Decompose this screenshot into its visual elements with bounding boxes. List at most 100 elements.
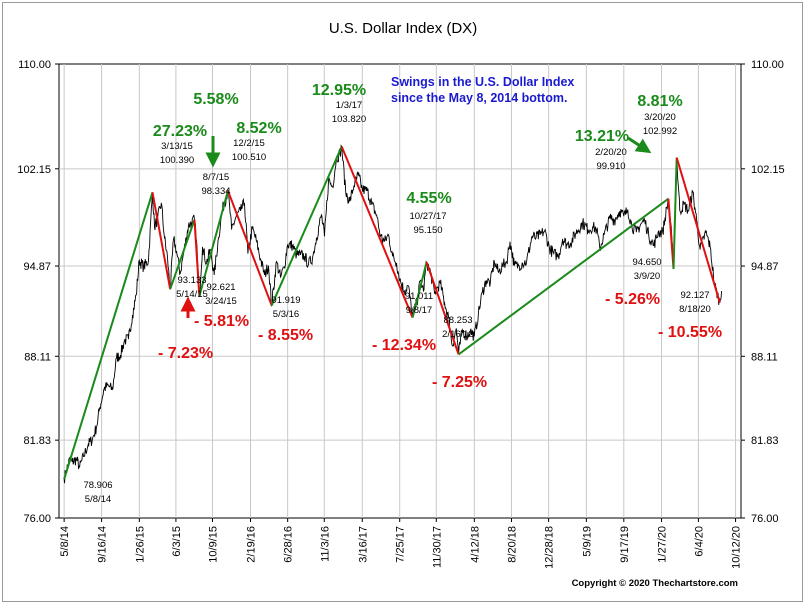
point-label-date: 1/3/17 xyxy=(336,100,362,111)
swing-loss-label: - 7.25% xyxy=(432,374,487,391)
y-axis-left: 76.00 81.83 88.11 94.87 102.15 110.00 xyxy=(17,59,51,525)
chart-title: U.S. Dollar Index (DX) xyxy=(329,20,477,37)
swing-line-up xyxy=(63,192,154,480)
point-label-date: 8/18/20 xyxy=(679,304,711,315)
swing-loss-label: - 12.34% xyxy=(372,337,436,354)
swing-line-up xyxy=(169,219,196,290)
y-tick-label: 110.00 xyxy=(18,59,51,71)
point-label-date: 5/3/16 xyxy=(273,309,299,320)
grid xyxy=(55,63,745,522)
y-axis-right: 76.00 81.83 88.11 94.87 102.15 110.00 xyxy=(751,59,785,525)
point-label-date: 3/13/15 xyxy=(161,141,193,152)
point-label-date: 10/27/17 xyxy=(410,211,447,222)
swing-line-down xyxy=(226,190,273,306)
point-label-value: 88.253 xyxy=(443,315,472,326)
point-label-date: 8/7/15 xyxy=(203,172,229,183)
point-label-value: 102.992 xyxy=(643,126,677,137)
x-axis: 5/8/14 9/16/14 1/26/15 6/3/15 10/9/15 2/… xyxy=(59,526,742,569)
y-tick-label: 81.83 xyxy=(23,435,51,447)
x-tick-label: 4/12/18 xyxy=(469,526,481,563)
swing-gain-label: 13.21% xyxy=(575,128,629,145)
x-tick-label: 6/28/16 xyxy=(283,526,295,563)
swing-line-down xyxy=(151,192,172,290)
point-label-value: 91.011 xyxy=(405,291,433,302)
point-label-value: 99.910 xyxy=(596,161,625,172)
point-label-date: 3/24/15 xyxy=(205,296,237,307)
swing-gain-label: 5.58% xyxy=(193,91,238,108)
x-tick-label: 12/28/18 xyxy=(544,526,556,569)
swing-gain-label: 4.55% xyxy=(406,190,451,207)
point-label-date: 2/20/20 xyxy=(595,147,627,158)
swing-loss-label: - 10.55% xyxy=(658,324,722,341)
y-tick-label-right: 102.15 xyxy=(751,164,785,176)
right-arrow-icon xyxy=(627,136,652,154)
x-tick-label: 3/16/17 xyxy=(357,526,369,563)
copyright: Copyright © 2020 Thechartstore.com xyxy=(572,578,738,589)
point-label-value: 93.133 xyxy=(177,275,206,286)
swing-gain-label: 12.95% xyxy=(312,82,366,99)
y-tick-label: 88.11 xyxy=(24,351,51,363)
chart-note-line-1: Swings in the U.S. Dollar Index xyxy=(391,75,574,89)
swing-line-up xyxy=(672,157,678,269)
x-tick-label: 1/27/20 xyxy=(657,526,669,563)
point-label-value: 91.919 xyxy=(271,295,300,306)
x-tick-label: 5/9/19 xyxy=(581,526,593,557)
price-line xyxy=(63,144,723,484)
y-tick-label-right: 94.87 xyxy=(751,261,779,273)
swing-line-up xyxy=(270,146,343,306)
swing-lines xyxy=(63,146,721,480)
point-label-value: 94.650 xyxy=(632,257,661,268)
swing-line-down xyxy=(340,146,414,318)
y-tick-label-right: 76.00 xyxy=(751,513,779,525)
swing-labels: 27.23% 5.58% 8.52% 12.95% 4.55% 13.21% 8… xyxy=(153,82,722,391)
chart-note-line-2: since the May 8, 2014 bottom. xyxy=(391,91,567,105)
x-tick-label: 8/20/18 xyxy=(506,526,518,563)
point-label-value: 100.390 xyxy=(160,155,194,166)
y-tick-label-right: 81.83 xyxy=(751,435,779,447)
price-series xyxy=(63,144,723,484)
point-label-value: 95.150 xyxy=(413,225,442,236)
y-tick-label-right: 88.11 xyxy=(751,351,778,363)
point-label-value: 92.621 xyxy=(206,282,235,293)
swing-line-down xyxy=(193,219,201,297)
x-tick-label: 5/8/14 xyxy=(59,526,71,557)
swing-loss-label: - 8.55% xyxy=(258,327,313,344)
point-label-date: 3/20/20 xyxy=(644,112,676,123)
point-label-value: 103.820 xyxy=(332,114,366,125)
swing-gain-label: 8.52% xyxy=(236,120,281,137)
x-tick-label: 11/30/17 xyxy=(431,526,443,568)
swing-line-down xyxy=(667,198,675,270)
x-tick-label: 9/16/14 xyxy=(97,526,109,563)
point-label-date: 5/8/14 xyxy=(85,494,111,505)
point-label-value: 78.906 xyxy=(83,480,112,491)
x-tick-label: 10/12/20 xyxy=(731,526,743,569)
point-label-date: 2/16/18 xyxy=(442,329,474,340)
x-tick-label: 6/3/15 xyxy=(171,526,183,557)
point-label-date: 3/9/20 xyxy=(634,271,660,282)
y-tick-label: 102.15 xyxy=(17,164,51,176)
point-label-value: 92.127 xyxy=(680,290,709,301)
swing-line-down xyxy=(675,157,721,303)
swing-line-up xyxy=(411,262,428,318)
swing-line-up xyxy=(198,190,229,297)
swing-gain-label: 27.23% xyxy=(153,123,207,140)
point-label-date: 12/2/15 xyxy=(233,138,265,149)
point-labels: 78.906 5/8/14 3/13/15 100.390 93.133 5/1… xyxy=(83,100,710,505)
y-tick-label: 94.87 xyxy=(23,261,51,273)
point-label-value: 98.334 xyxy=(201,186,230,197)
point-label-date: 9/8/17 xyxy=(406,305,432,316)
swing-line-up xyxy=(458,197,669,356)
swing-loss-label: - 5.81% xyxy=(194,313,249,330)
swing-loss-label: - 7.23% xyxy=(158,345,213,362)
swing-line-down xyxy=(425,261,460,355)
point-label-value: 100.510 xyxy=(232,152,266,163)
x-tick-label: 1/26/15 xyxy=(134,526,146,563)
x-tick-label: 11/3/16 xyxy=(319,526,331,562)
x-tick-label: 7/25/17 xyxy=(395,526,407,563)
x-tick-label: 6/4/20 xyxy=(693,526,705,557)
x-tick-label: 10/9/15 xyxy=(207,526,219,563)
y-tick-label-right: 110.00 xyxy=(751,59,784,71)
point-label-date: 5/14/15 xyxy=(176,289,208,300)
swing-gain-label: 8.81% xyxy=(637,93,682,110)
